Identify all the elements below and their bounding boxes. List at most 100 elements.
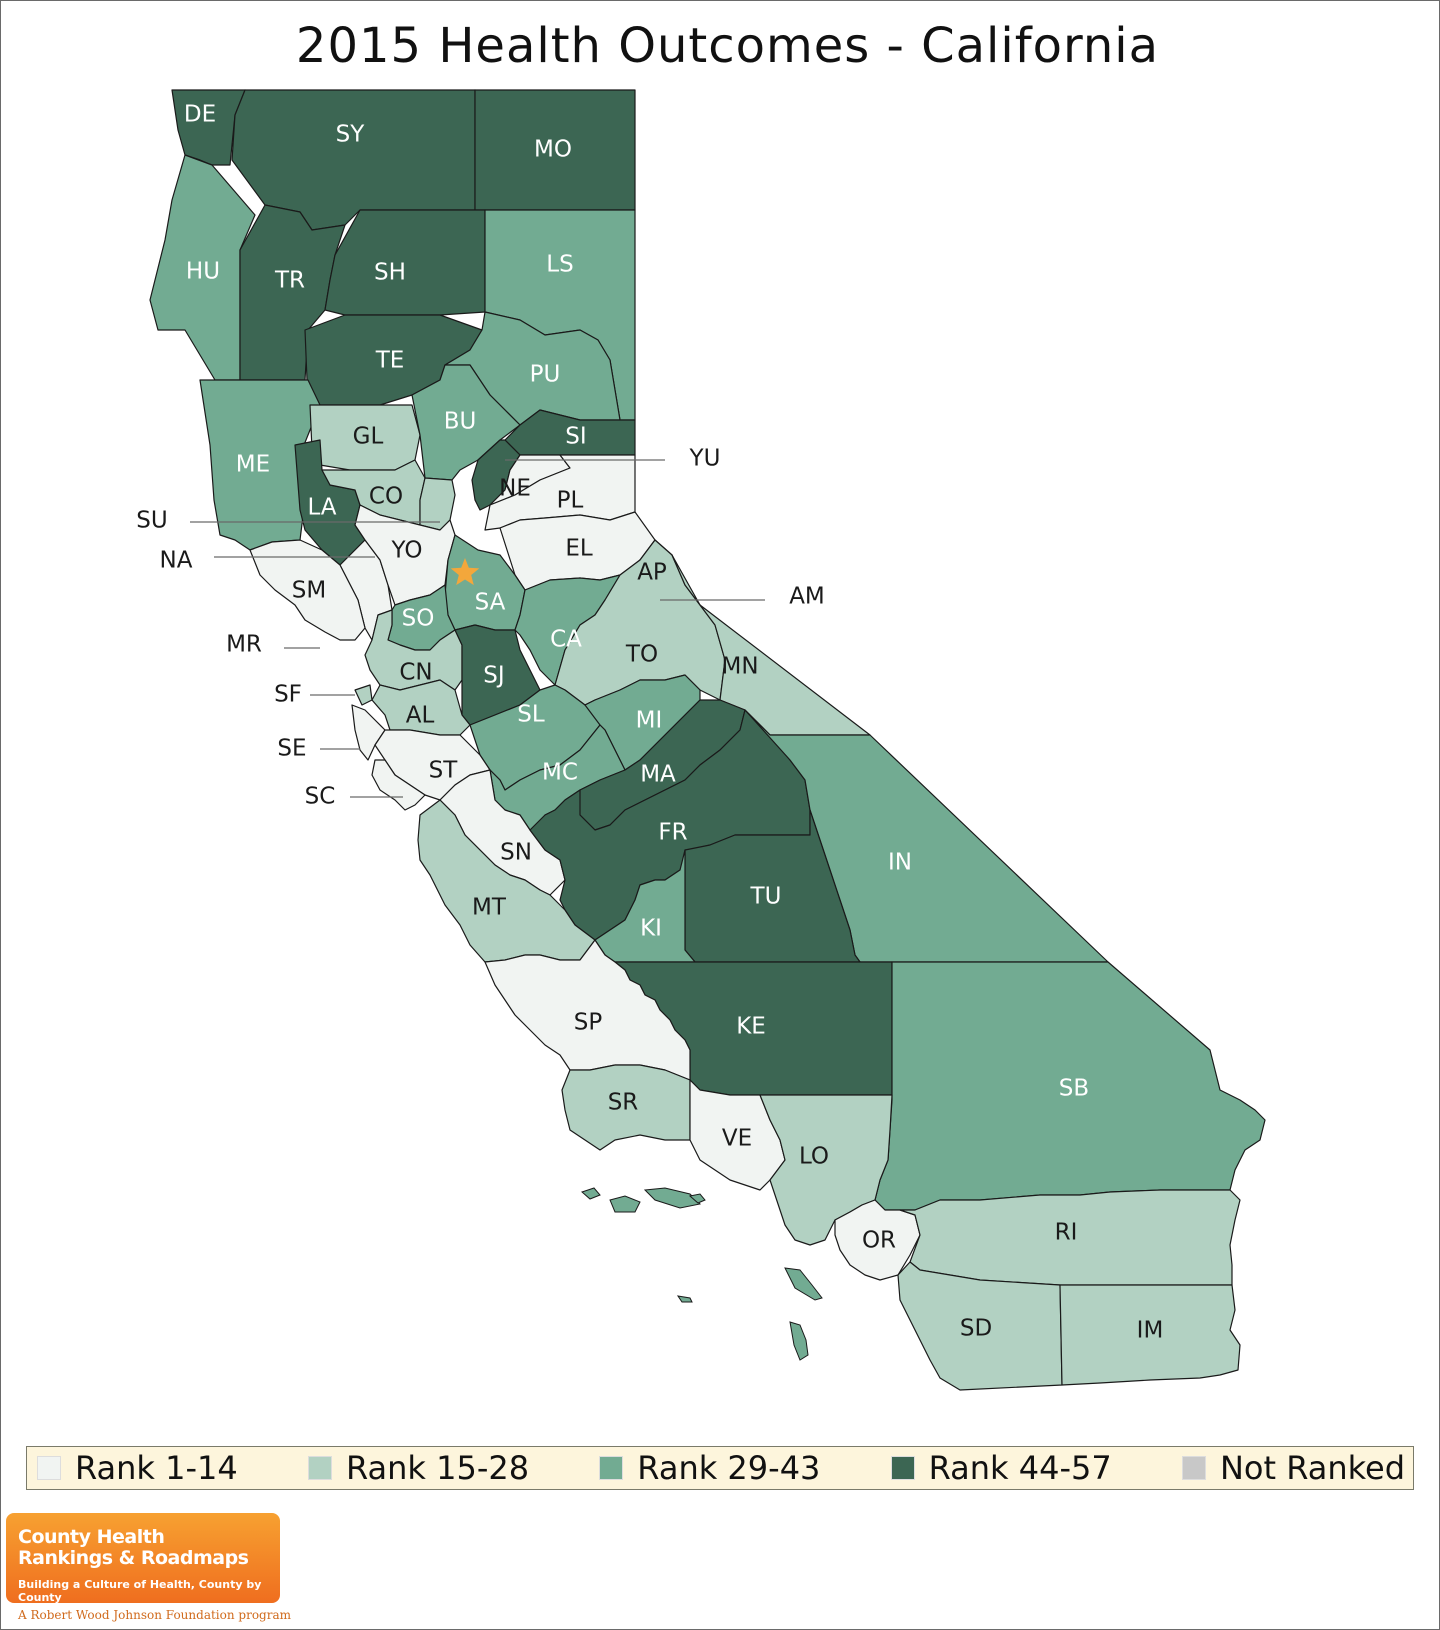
island-5 — [784, 1267, 823, 1301]
county-label-sj: SJ — [483, 663, 504, 689]
county-label-to: TO — [625, 642, 658, 668]
county-label-sh: SH — [374, 260, 406, 286]
county-label-la: LA — [307, 495, 336, 521]
county-label-mr: MR — [226, 632, 262, 658]
legend-swatch — [890, 1456, 915, 1480]
county-label-me: ME — [236, 452, 270, 478]
county-label-bu: BU — [444, 409, 477, 435]
county-label-hu: HU — [186, 259, 220, 285]
county-label-sy: SY — [336, 122, 366, 148]
county-label-ap: AP — [637, 560, 667, 586]
county-sd — [897, 1261, 1063, 1391]
legend-item-rank-1-14: Rank 1-14 — [37, 1449, 238, 1487]
county-hu — [149, 154, 256, 381]
county-label-su: SU — [136, 508, 167, 534]
county-sf — [354, 684, 373, 706]
logo-line-2: Rankings & Roadmaps — [18, 1547, 249, 1569]
county-sc — [371, 759, 426, 811]
county-label-sp: SP — [574, 1010, 603, 1036]
county-label-de: DE — [184, 102, 216, 128]
county-label-sn: SN — [500, 840, 532, 866]
legend-swatch — [1181, 1456, 1206, 1480]
county-label-mc: MC — [542, 760, 578, 786]
county-label-ve: VE — [722, 1126, 752, 1152]
island-4 — [688, 1193, 706, 1204]
county-label-im: IM — [1137, 1318, 1164, 1344]
leader-lines — [190, 459, 765, 798]
island-1 — [581, 1187, 601, 1200]
county-label-sl: SL — [517, 702, 545, 728]
island-3 — [643, 1187, 702, 1209]
county-label-pl: PL — [557, 488, 584, 514]
county-label-so: SO — [402, 606, 435, 632]
county-label-el: EL — [565, 536, 593, 562]
legend-swatch — [307, 1456, 332, 1480]
chrr-logo: County Health Rankings & Roadmaps Buildin… — [6, 1513, 280, 1604]
legend-item-rank-44-57: Rank 44-57 — [890, 1449, 1112, 1487]
star-icon — [450, 558, 480, 586]
county-label-sc: SC — [305, 784, 336, 810]
county-label-sb: SB — [1059, 1076, 1089, 1102]
legend-item-rank-15-28: Rank 15-28 — [307, 1449, 530, 1487]
map-title: 2015 Health Outcomes - California — [295, 18, 1160, 74]
logo-line-3: Building a Culture of Health, County by … — [18, 1578, 262, 1604]
county-label-yo: YO — [391, 538, 423, 564]
county-label-yu: YU — [689, 446, 721, 472]
county-label-mo: MO — [534, 137, 572, 163]
legend-item-not-ranked: Not Ranked — [1181, 1449, 1405, 1487]
county-label-sf: SF — [274, 682, 302, 708]
county-sr — [561, 1064, 691, 1151]
county-label-ls: LS — [546, 252, 573, 278]
county-label-si: SI — [565, 424, 586, 450]
county-label-pu: PU — [530, 362, 561, 388]
county-label-te: TE — [375, 348, 405, 374]
county-label-sa: SA — [475, 590, 506, 616]
county-sm — [249, 539, 366, 641]
county-label-ri: RI — [1055, 1220, 1078, 1246]
county-label-ca: CA — [550, 627, 582, 653]
county-or — [834, 1199, 921, 1281]
california-map: DE SY MO HU TR SH LS TE PU ME GL BU SI YU LA CO SU NE PL EL… — [136, 89, 1266, 1391]
legend-item-rank-29-43: Rank 29-43 — [599, 1449, 820, 1487]
county-label-st: ST — [429, 758, 459, 784]
county-label-tu: TU — [750, 884, 782, 910]
county-label-se: SE — [277, 736, 306, 762]
county-lo — [759, 1094, 893, 1246]
logo-line-1: County Health — [18, 1526, 165, 1548]
legend-label: Not Ranked — [1219, 1449, 1405, 1487]
legend-swatch — [599, 1456, 624, 1480]
legend-label: Rank 44-57 — [928, 1449, 1112, 1487]
county-ve — [689, 1079, 786, 1191]
island-2 — [609, 1195, 641, 1213]
county-label-lo: LO — [799, 1144, 829, 1170]
logo-tagline: A Robert Wood Johnson Foundation program — [18, 1608, 291, 1622]
county-label-co: CO — [369, 484, 403, 510]
county-label-fr: FR — [658, 820, 687, 846]
island-7 — [789, 1321, 809, 1361]
county-label-ne: NE — [499, 476, 531, 502]
county-label-sd: SD — [960, 1316, 992, 1342]
county-label-sm: SM — [292, 578, 326, 604]
county-label-gl: GL — [353, 424, 384, 450]
county-label-mi: MI — [636, 708, 663, 734]
island-6 — [676, 1295, 693, 1303]
map-legend: Rank 1-14 Rank 15-28 Rank 29-43 Rank 44-57 N… — [26, 1446, 1414, 1490]
county-label-or: OR — [862, 1228, 896, 1254]
county-label-ki: KI — [640, 916, 662, 942]
county-sp — [484, 939, 691, 1081]
county-label-al: AL — [406, 703, 435, 729]
county-label-am: AM — [789, 584, 825, 610]
county-label-in: IN — [888, 850, 912, 876]
legend-label: Rank 29-43 — [637, 1449, 821, 1487]
channel-islands — [581, 1187, 823, 1361]
county-label-mt: MT — [472, 895, 507, 921]
county-label-ke: KE — [736, 1014, 766, 1040]
county-label-cn: CN — [399, 660, 432, 686]
legend-label: Rank 1-14 — [75, 1449, 238, 1487]
county-label-sr: SR — [608, 1090, 639, 1116]
county-label-na: NA — [160, 548, 193, 574]
county-label-tr: TR — [274, 268, 305, 294]
legend-swatch — [37, 1456, 61, 1480]
legend-label: Rank 15-28 — [345, 1449, 530, 1487]
county-im — [1059, 1284, 1241, 1386]
